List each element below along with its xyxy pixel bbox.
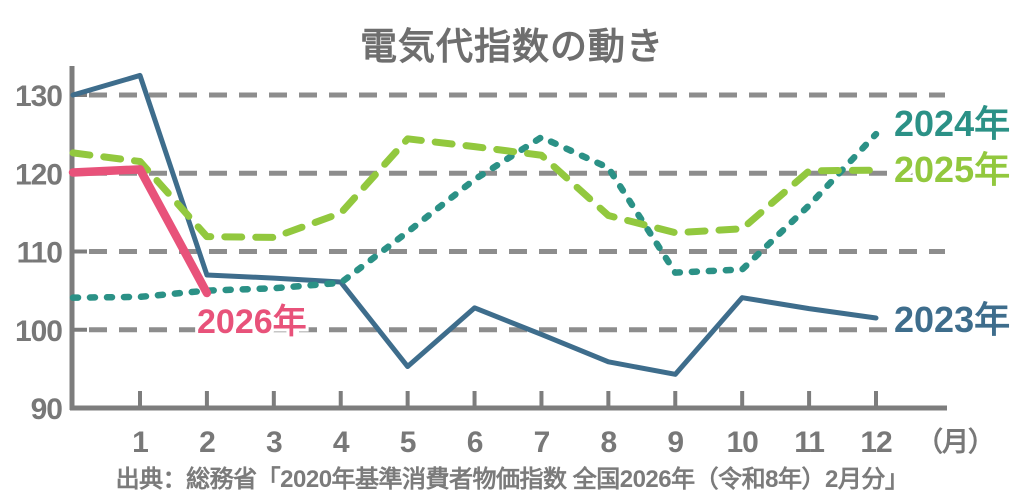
svg-text:5: 5 xyxy=(400,426,416,459)
svg-text:7: 7 xyxy=(534,426,550,459)
svg-text:12: 12 xyxy=(860,426,892,459)
svg-text:11: 11 xyxy=(794,426,824,459)
source-citation: 出典：総務省「2020年基準消費者物価指数 全国2026年（令和8年）2月分」 xyxy=(115,466,909,493)
svg-text:1: 1 xyxy=(132,426,148,459)
svg-text:2: 2 xyxy=(199,426,215,459)
svg-text:110: 110 xyxy=(17,237,63,270)
svg-text:9: 9 xyxy=(667,426,683,459)
svg-text:8: 8 xyxy=(601,426,617,459)
svg-text:10: 10 xyxy=(726,426,758,459)
series-label-2026: 2026年 xyxy=(197,303,307,341)
series-label-2025: 2025年 xyxy=(894,149,1011,190)
svg-text:130: 130 xyxy=(15,80,62,113)
svg-text:3: 3 xyxy=(266,426,282,459)
series-label-2024: 2024年 xyxy=(894,103,1011,144)
svg-text:6: 6 xyxy=(467,426,483,459)
svg-text:（月）: （月） xyxy=(916,427,994,457)
series-label-2023: 2023年 xyxy=(894,299,1011,340)
svg-text:120: 120 xyxy=(15,158,62,191)
chart-title: 電気代指数の動き xyxy=(360,26,664,67)
svg-text:90: 90 xyxy=(31,393,63,426)
svg-text:4: 4 xyxy=(333,426,350,459)
svg-text:100: 100 xyxy=(15,315,62,348)
